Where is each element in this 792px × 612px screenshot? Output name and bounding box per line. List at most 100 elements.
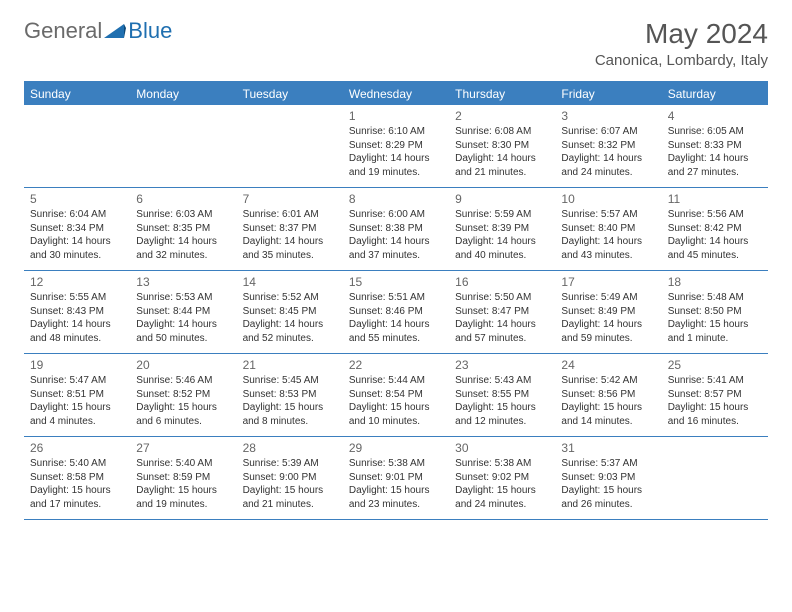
info-line: Daylight: 14 hours xyxy=(136,235,230,249)
info-line: Sunset: 8:47 PM xyxy=(455,305,549,319)
info-line: Daylight: 15 hours xyxy=(561,484,655,498)
calendar-cell: 8Sunrise: 6:00 AMSunset: 8:38 PMDaylight… xyxy=(343,188,449,270)
date-number: 26 xyxy=(30,441,124,455)
date-number: 23 xyxy=(455,358,549,372)
info-line: Sunrise: 5:43 AM xyxy=(455,374,549,388)
info-line: Sunrise: 5:41 AM xyxy=(668,374,762,388)
info-line: and 40 minutes. xyxy=(455,249,549,263)
info-line: Daylight: 15 hours xyxy=(561,401,655,415)
info-line: and 30 minutes. xyxy=(30,249,124,263)
logo-text-blue: Blue xyxy=(128,18,172,44)
info-line: Daylight: 14 hours xyxy=(561,318,655,332)
week-row: 1Sunrise: 6:10 AMSunset: 8:29 PMDaylight… xyxy=(24,105,768,188)
calendar-cell: 7Sunrise: 6:01 AMSunset: 8:37 PMDaylight… xyxy=(237,188,343,270)
info-line: Sunrise: 5:46 AM xyxy=(136,374,230,388)
calendar-cell: 21 Sunrise: 5:45 AMSunset: 8:53 PMDayligh… xyxy=(237,354,343,436)
date-number: 15 xyxy=(349,275,443,289)
info-line: Daylight: 14 hours xyxy=(455,318,549,332)
info-line: Daylight: 14 hours xyxy=(561,235,655,249)
info-line: Sunset: 8:49 PM xyxy=(561,305,655,319)
logo: General Blue xyxy=(24,18,172,44)
info-line: Sunset: 8:53 PM xyxy=(243,388,337,402)
info-line: and 8 minutes. xyxy=(243,415,337,429)
date-number: 27 xyxy=(136,441,230,455)
info-line: Sunrise: 5:44 AM xyxy=(349,374,443,388)
date-number: 11 xyxy=(668,192,762,206)
info-line: Daylight: 15 hours xyxy=(243,401,337,415)
logo-text-general: General xyxy=(24,18,102,44)
date-number: 14 xyxy=(243,275,337,289)
date-number: 3 xyxy=(561,109,655,123)
day-header-row: SundayMondayTuesdayWednesdayThursdayFrid… xyxy=(24,83,768,105)
info-line: Daylight: 15 hours xyxy=(349,401,443,415)
info-line: Sunrise: 6:07 AM xyxy=(561,125,655,139)
info-line: Sunset: 8:33 PM xyxy=(668,139,762,153)
info-line: Sunrise: 5:56 AM xyxy=(668,208,762,222)
calendar-cell: 1Sunrise: 6:10 AMSunset: 8:29 PMDaylight… xyxy=(343,105,449,187)
calendar-cell: 25Sunrise: 5:41 AMSunset: 8:57 PMDayligh… xyxy=(662,354,768,436)
date-number: 16 xyxy=(455,275,549,289)
info-line: and 19 minutes. xyxy=(136,498,230,512)
info-line: Sunrise: 6:03 AM xyxy=(136,208,230,222)
info-line: Sunset: 8:57 PM xyxy=(668,388,762,402)
info-line: Daylight: 15 hours xyxy=(243,484,337,498)
info-line: Sunset: 8:32 PM xyxy=(561,139,655,153)
info-line: Sunrise: 5:48 AM xyxy=(668,291,762,305)
info-line: Daylight: 15 hours xyxy=(455,401,549,415)
calendar-cell: 14Sunrise: 5:52 AMSunset: 8:45 PMDayligh… xyxy=(237,271,343,353)
info-line: Sunset: 9:00 PM xyxy=(243,471,337,485)
info-line: Sunset: 8:35 PM xyxy=(136,222,230,236)
calendar-cell: 13Sunrise: 5:53 AMSunset: 8:44 PMDayligh… xyxy=(130,271,236,353)
date-number: 19 xyxy=(30,358,124,372)
info-line: Daylight: 14 hours xyxy=(455,152,549,166)
info-line: Sunrise: 5:37 AM xyxy=(561,457,655,471)
info-line: Daylight: 14 hours xyxy=(668,235,762,249)
calendar-cell: 27Sunrise: 5:40 AMSunset: 8:59 PMDayligh… xyxy=(130,437,236,519)
info-line: Sunset: 8:54 PM xyxy=(349,388,443,402)
info-line: Sunrise: 6:04 AM xyxy=(30,208,124,222)
info-line: Daylight: 15 hours xyxy=(30,484,124,498)
info-line: and 45 minutes. xyxy=(668,249,762,263)
info-line: Sunrise: 5:59 AM xyxy=(455,208,549,222)
date-number: 21 xyxy=(243,358,337,372)
date-number: 5 xyxy=(30,192,124,206)
calendar-cell: 10Sunrise: 5:57 AMSunset: 8:40 PMDayligh… xyxy=(555,188,661,270)
day-header-cell: Saturday xyxy=(662,83,768,105)
info-line: Sunset: 8:59 PM xyxy=(136,471,230,485)
month-title: May 2024 xyxy=(595,18,768,50)
date-number: 24 xyxy=(561,358,655,372)
title-block: May 2024 Canonica, Lombardy, Italy xyxy=(595,18,768,69)
calendar-cell xyxy=(24,105,130,187)
info-line: Sunrise: 5:53 AM xyxy=(136,291,230,305)
day-header-cell: Monday xyxy=(130,83,236,105)
info-line: Daylight: 14 hours xyxy=(455,235,549,249)
calendar-cell xyxy=(237,105,343,187)
info-line: Daylight: 14 hours xyxy=(30,318,124,332)
calendar-cell: 12Sunrise: 5:55 AMSunset: 8:43 PMDayligh… xyxy=(24,271,130,353)
date-number: 12 xyxy=(30,275,124,289)
info-line: Sunrise: 6:00 AM xyxy=(349,208,443,222)
date-number: 7 xyxy=(243,192,337,206)
info-line: Sunset: 8:43 PM xyxy=(30,305,124,319)
date-number: 2 xyxy=(455,109,549,123)
header: General Blue May 2024 Canonica, Lombardy… xyxy=(0,0,792,73)
date-number: 20 xyxy=(136,358,230,372)
logo-triangle-icon xyxy=(104,22,126,40)
calendar-cell: 16Sunrise: 5:50 AMSunset: 8:47 PMDayligh… xyxy=(449,271,555,353)
info-line: Daylight: 15 hours xyxy=(668,318,762,332)
week-row: 12Sunrise: 5:55 AMSunset: 8:43 PMDayligh… xyxy=(24,271,768,354)
info-line: Daylight: 14 hours xyxy=(561,152,655,166)
info-line: Sunrise: 5:45 AM xyxy=(243,374,337,388)
calendar-cell: 28Sunrise: 5:39 AMSunset: 9:00 PMDayligh… xyxy=(237,437,343,519)
info-line: and 24 minutes. xyxy=(561,166,655,180)
date-number: 13 xyxy=(136,275,230,289)
info-line: and 55 minutes. xyxy=(349,332,443,346)
info-line: Sunset: 8:40 PM xyxy=(561,222,655,236)
calendar-cell: 23Sunrise: 5:43 AMSunset: 8:55 PMDayligh… xyxy=(449,354,555,436)
calendar-cell: 3 Sunrise: 6:07 AMSunset: 8:32 PMDaylight… xyxy=(555,105,661,187)
calendar-cell: 22Sunrise: 5:44 AMSunset: 8:54 PMDayligh… xyxy=(343,354,449,436)
info-line: Sunset: 8:58 PM xyxy=(30,471,124,485)
calendar-cell: 4Sunrise: 6:05 AMSunset: 8:33 PMDaylight… xyxy=(662,105,768,187)
info-line: Daylight: 14 hours xyxy=(243,318,337,332)
calendar-cell: 15Sunrise: 5:51 AMSunset: 8:46 PMDayligh… xyxy=(343,271,449,353)
